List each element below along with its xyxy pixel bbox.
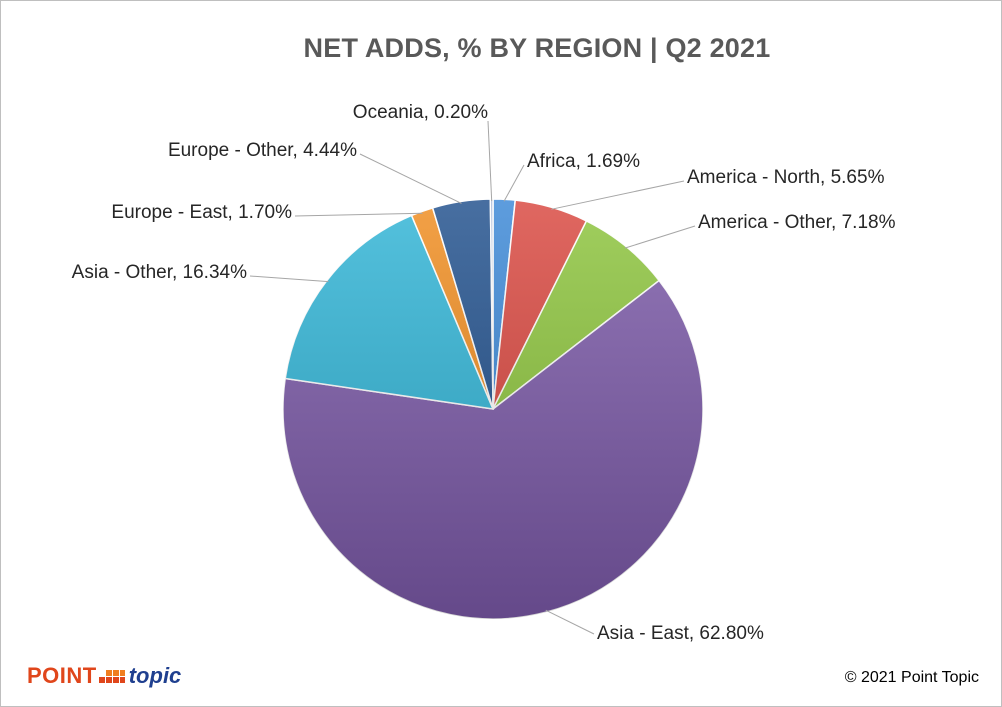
data-label-america-north: America - North, 5.65% bbox=[687, 167, 885, 188]
chart-title: NET ADDS, % BY REGION | Q2 2021 bbox=[303, 33, 771, 63]
data-label-asia-other: Asia - Other, 16.34% bbox=[72, 262, 247, 283]
leader-line-oceania bbox=[487, 120, 493, 202]
data-label-america-other: America - Other, 7.18% bbox=[698, 212, 896, 233]
leader-line-asia-other bbox=[249, 275, 329, 283]
logo-blocks-icon bbox=[98, 670, 125, 683]
copyright-text: © 2021 Point Topic bbox=[844, 669, 979, 686]
leader-line-asia-east bbox=[545, 609, 595, 635]
leader-line-europe-east bbox=[294, 212, 423, 217]
data-label-africa: Africa, 1.69% bbox=[527, 151, 640, 172]
leader-line-europe-other bbox=[359, 153, 462, 204]
data-label-asia-east: Asia - East, 62.80% bbox=[597, 623, 764, 644]
data-label-europe-other: Europe - Other, 4.44% bbox=[168, 140, 357, 161]
logo-word-topic: topic bbox=[128, 663, 182, 688]
leader-line-america-north bbox=[551, 180, 685, 210]
leader-lines bbox=[249, 120, 696, 635]
data-label-europe-east: Europe - East, 1.70% bbox=[111, 202, 292, 223]
pie-slices bbox=[282, 198, 704, 620]
leader-line-america-other bbox=[624, 225, 696, 249]
point-topic-logo: POINT topic bbox=[27, 663, 181, 689]
leader-line-africa bbox=[503, 164, 525, 202]
data-label-oceania: Oceania, 0.20% bbox=[353, 102, 488, 123]
logo-word-point: POINT bbox=[27, 663, 97, 688]
data-labels: Africa, 1.69% America - North, 5.65% Ameri… bbox=[72, 102, 896, 644]
